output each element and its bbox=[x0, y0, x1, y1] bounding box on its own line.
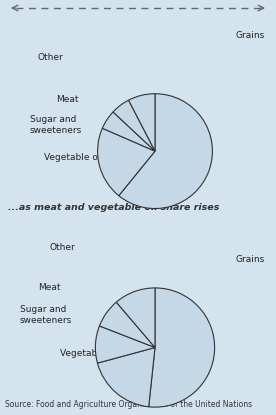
Text: Meat: Meat bbox=[38, 283, 60, 293]
Wedge shape bbox=[98, 128, 155, 195]
Wedge shape bbox=[102, 112, 155, 151]
Text: Vegetable oils: Vegetable oils bbox=[44, 152, 108, 161]
Wedge shape bbox=[99, 302, 155, 347]
Text: 2005: 2005 bbox=[122, 381, 154, 393]
Text: ...as meat and vegetable oil share rises: ...as meat and vegetable oil share rises bbox=[8, 203, 219, 212]
Text: Sugar and
sweeteners: Sugar and sweeteners bbox=[20, 305, 72, 325]
Wedge shape bbox=[97, 347, 155, 407]
Text: 1970: 1970 bbox=[122, 185, 154, 198]
Text: Source: Food and Agriculture Organization of the United Nations: Source: Food and Agriculture Organizatio… bbox=[5, 400, 252, 408]
Text: Grains: Grains bbox=[236, 256, 265, 264]
Text: Sugar and
sweeteners: Sugar and sweeteners bbox=[30, 115, 82, 135]
Wedge shape bbox=[116, 288, 155, 347]
Text: Meat: Meat bbox=[56, 95, 78, 103]
Text: Vegetable oils: Vegetable oils bbox=[60, 349, 124, 357]
Wedge shape bbox=[119, 94, 213, 209]
Wedge shape bbox=[129, 94, 155, 151]
Wedge shape bbox=[95, 326, 155, 363]
Text: Other: Other bbox=[50, 242, 76, 251]
Wedge shape bbox=[149, 288, 215, 407]
Wedge shape bbox=[113, 100, 155, 151]
Text: Other: Other bbox=[38, 53, 64, 61]
Text: Grains: Grains bbox=[236, 30, 265, 39]
